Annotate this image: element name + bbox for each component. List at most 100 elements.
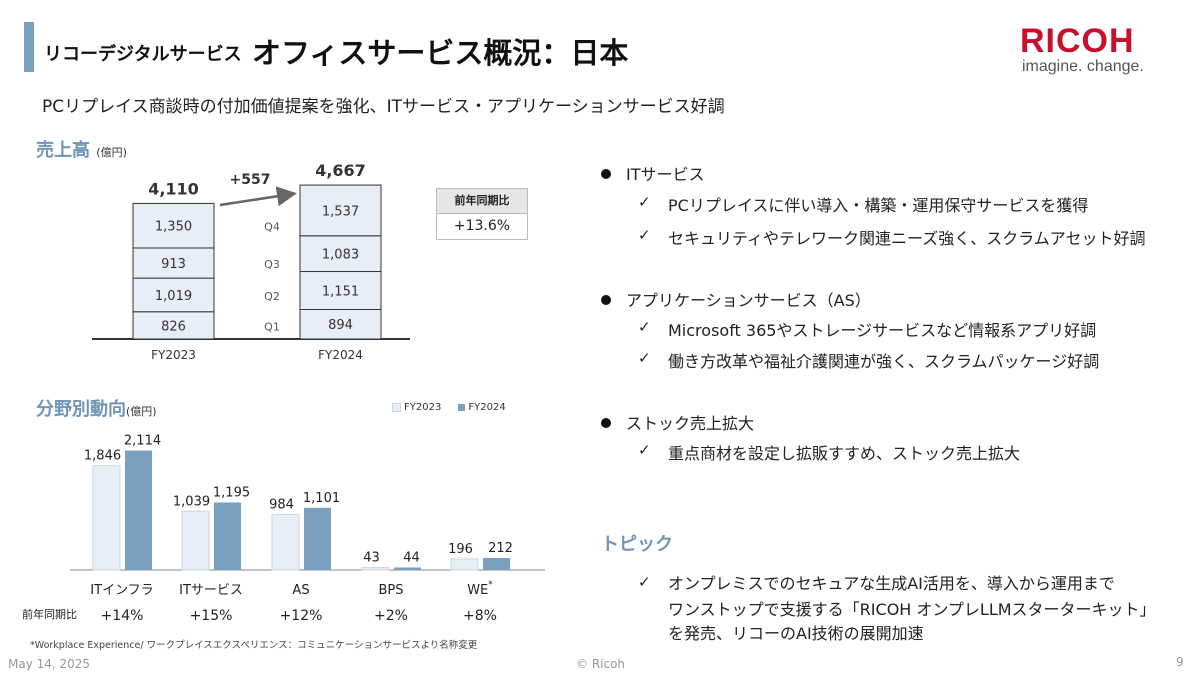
sales-segment-label: 826: [161, 319, 186, 334]
sales-segment-label: 1,350: [155, 220, 192, 235]
footnote-marker: *: [488, 580, 493, 590]
topic-line-3: を発売、リコーのAI技術の展開加速: [668, 624, 924, 643]
segment-category-label: BPS: [378, 583, 403, 598]
legend-swatch-fy2024: [458, 404, 466, 411]
sales-bar-segment: [299, 184, 382, 237]
segment-yoy-label: +12%: [280, 608, 323, 624]
sales-category-label: FY2024: [318, 348, 363, 362]
segment-value-label: 43: [363, 551, 380, 566]
logo-tagline: imagine. change.: [1022, 58, 1144, 75]
segment-category-label: ITインフラ: [90, 583, 153, 598]
sales-bar-segment: [132, 202, 215, 249]
check-icon: ✓: [638, 226, 651, 244]
segment-value-label: 1,101: [303, 491, 340, 506]
lead-text: PCリプレイス商談時の付加価値提案を強化、ITサービス・アプリケーションサービス…: [42, 97, 725, 117]
segment-bar: [304, 507, 331, 570]
sales-growth-arrow: [219, 186, 297, 207]
topic-heading: トピック: [601, 534, 673, 555]
footer-date: May 14, 2025: [8, 657, 91, 671]
legend-label-fy2023: FY2023: [404, 402, 442, 413]
sales-heading-text: 売上高: [36, 140, 90, 161]
sales-yoy-label: 前年同期比: [437, 189, 527, 214]
sales-segment-label: 894: [328, 318, 353, 333]
bullet-item: Microsoft 365やストレージサービスなど情報系アプリ好調: [668, 321, 1097, 340]
sales-category-label: FY2023: [151, 348, 196, 362]
sales-segment-label: 1,151: [322, 285, 359, 300]
sales-unit: (億円): [96, 146, 127, 159]
footer-copyright: © Ricoh: [576, 657, 626, 671]
legend-swatch-fy2023: [392, 403, 401, 412]
sales-bar-segment: [299, 308, 382, 340]
bullet-item: 働き方改革や福祉介護関連が強く、スクラムパッケージ好調: [668, 352, 1100, 371]
ricoh-logo: RICOH: [1020, 22, 1135, 60]
segment-category-label: ITサービス: [179, 583, 243, 598]
segment-value-label: 2,114: [124, 434, 161, 449]
segment-bar: [450, 558, 479, 571]
segment-category-label: WE*: [467, 580, 493, 598]
sales-total-label: 4,667: [315, 161, 366, 180]
segment-bar: [394, 567, 421, 570]
bullet-dot-3: [601, 418, 611, 428]
segment-value-label: 984: [269, 497, 294, 512]
segment-bar: [181, 510, 210, 571]
sales-bar-segment: [299, 235, 382, 273]
topic-line-2: ワンストップで支援する「RICOH オンプレLLMスターターキット」: [668, 600, 1156, 619]
segment-value-label: 1,846: [84, 449, 121, 464]
sales-yoy-box: 前年同期比 +13.6%: [436, 188, 528, 240]
check-icon: ✓: [638, 349, 651, 367]
check-icon: ✓: [638, 318, 651, 336]
quarter-label: Q4: [264, 221, 280, 234]
segments-legend: FY2023 FY2024: [392, 397, 506, 416]
bullet-dot-1: [601, 169, 611, 179]
sales-yoy-value: +13.6%: [453, 218, 511, 234]
segment-value-label: 1,195: [213, 485, 250, 500]
footnote: *Workplace Experience/ ワークプレイスエクスペリエンス：コ…: [30, 640, 478, 651]
segment-value-label: 1,039: [173, 494, 210, 509]
sales-stacked-chart: 826 Q1 1,019 Q2 913 Q3 1,350 Q4 4,110 FY2023 894 1,…: [92, 161, 410, 362]
title-accent-bar: [24, 22, 34, 72]
segment-value-label: 212: [488, 541, 513, 556]
bullet-title-application-services: アプリケーションサービス（AS）: [626, 291, 871, 310]
segment-value-label: 196: [448, 542, 473, 557]
legend-label-fy2024: FY2024: [468, 402, 506, 413]
page-title: オフィスサービス概況：日本: [252, 36, 629, 70]
check-icon: ✓: [638, 573, 651, 591]
quarter-label: Q3: [264, 258, 280, 271]
check-icon: ✓: [638, 441, 651, 459]
segment-bar: [483, 558, 510, 570]
bullet-title-stock-sales: ストック売上拡大: [626, 414, 755, 433]
segment-bar: [92, 465, 121, 571]
quarter-label: Q1: [264, 320, 280, 333]
segments-unit: (億円): [126, 405, 157, 418]
segment-yoy-label: +14%: [101, 608, 144, 624]
segments-yoy-row-label: 前年同期比: [22, 607, 77, 621]
segments-heading-text: 分野別動向: [36, 399, 126, 420]
segment-yoy-label: +8%: [463, 608, 497, 624]
quarter-label: Q2: [264, 290, 280, 303]
topic-line-1: オンプレミスでのセキュアな生成AI活用を、導入から運用まで: [668, 574, 1115, 593]
segment-bar: [271, 513, 300, 571]
sales-segment-label: 913: [161, 257, 186, 272]
check-icon: ✓: [638, 193, 651, 211]
segment-bar: [214, 502, 241, 570]
sales-change-label: +557: [230, 172, 271, 188]
page-number: 9: [1176, 655, 1184, 669]
bullet-title-it-services: ITサービス: [626, 165, 705, 184]
segment-yoy-label: +2%: [374, 608, 408, 624]
sales-total-label: 4,110: [148, 179, 199, 198]
sales-heading: 売上高 (億円): [36, 136, 127, 162]
bullet-item: 重点商材を設定し拡販すすめ、ストック売上拡大: [668, 444, 1021, 463]
sales-segment-label: 1,083: [322, 248, 359, 263]
bullet-item: PCリプレイスに伴い導入・構築・運用保守サービスを獲得: [668, 196, 1089, 215]
segments-heading: 分野別動向(億円): [36, 395, 157, 421]
segment-yoy-label: +15%: [190, 608, 233, 624]
sales-segment-label: 1,019: [155, 289, 192, 304]
sales-bar-segment: [132, 311, 215, 340]
legend-item-fy2023: FY2023: [392, 397, 446, 416]
legend-item-fy2024: FY2024: [458, 397, 506, 416]
segment-category-label: AS: [292, 583, 309, 598]
sales-segment-label: 1,537: [322, 204, 359, 219]
sales-bar-segment: [299, 271, 382, 310]
segment-bar: [125, 450, 152, 570]
